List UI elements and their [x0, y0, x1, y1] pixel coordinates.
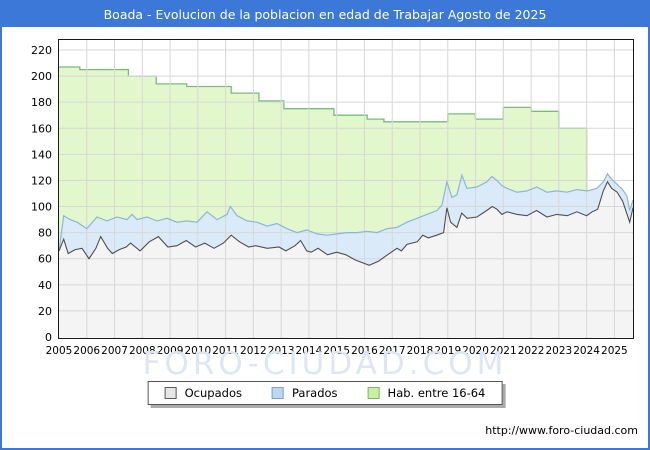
- series-ocupados-area: [59, 181, 633, 338]
- x-tick-label: 2015: [323, 345, 350, 357]
- legend-label-ocupados: Ocupados: [184, 386, 242, 400]
- x-tick-label: 2023: [545, 345, 572, 357]
- x-tick-label: 2022: [518, 345, 545, 357]
- x-tick-label: 2016: [351, 345, 378, 357]
- x-tick-label: 2011: [212, 345, 239, 357]
- y-tick-label: 100: [31, 201, 52, 214]
- y-tick-label: 160: [31, 122, 52, 135]
- series-parados-line: [58, 172, 634, 251]
- legend: Ocupados Parados Hab. entre 16-64: [147, 381, 503, 405]
- legend-swatch-parados: [271, 387, 284, 399]
- x-tick-label: 2017: [379, 345, 406, 357]
- legend-item-hab-16-64: Hab. entre 16-64: [367, 386, 486, 400]
- x-tick-label: 2005: [46, 345, 73, 357]
- x-tick-label: 2020: [462, 345, 489, 357]
- y-tick-label: 80: [38, 227, 52, 240]
- series-hab-16-64-line: [59, 66, 588, 338]
- chart-title-bar: Boada - Evolucion de la poblacion en eda…: [2, 2, 648, 27]
- x-tick-label: 2021: [490, 345, 517, 357]
- x-tick-label: 2013: [268, 345, 295, 357]
- y-tick-label: 220: [31, 44, 52, 57]
- y-tick-label: 0: [45, 331, 52, 344]
- y-tick-label: 180: [31, 96, 52, 109]
- y-tick-label: 140: [31, 148, 52, 161]
- legend-item-parados: Parados: [271, 386, 338, 400]
- legend-label-parados: Parados: [291, 386, 338, 400]
- legend-item-ocupados: Ocupados: [164, 386, 242, 400]
- y-tick-label: 200: [31, 70, 52, 83]
- page-title: Boada - Evolucion de la poblacion en eda…: [103, 7, 547, 22]
- x-tick-label: 2008: [129, 345, 156, 357]
- legend-swatch-hab-16-64: [367, 387, 380, 399]
- footer-url: http://www.foro-ciudad.com: [485, 424, 638, 437]
- x-tick-label: 2019: [434, 345, 461, 357]
- y-tick-label: 40: [38, 279, 52, 292]
- x-tick-label: 2024: [573, 345, 600, 357]
- plot-border: [58, 39, 634, 339]
- series-ocupados-line: [58, 180, 634, 266]
- y-tick-label: 60: [38, 253, 52, 266]
- x-tick-label: 2025: [601, 345, 628, 357]
- x-tick-label: 2006: [73, 345, 100, 357]
- y-tick-label: 20: [38, 305, 52, 318]
- x-tick-label: 2010: [184, 345, 211, 357]
- x-tick-label: 2007: [101, 345, 128, 357]
- legend-label-hab-16-64: Hab. entre 16-64: [387, 386, 486, 400]
- x-tick-label: 2018: [407, 345, 434, 357]
- legend-swatch-ocupados: [164, 387, 177, 399]
- x-tick-label: 2012: [240, 345, 267, 357]
- x-tick-label: 2009: [157, 345, 184, 357]
- watermark: FORO-CIUDAD.COM: [142, 346, 508, 382]
- x-tick-label: 2014: [296, 345, 323, 357]
- y-tick-label: 120: [31, 174, 52, 187]
